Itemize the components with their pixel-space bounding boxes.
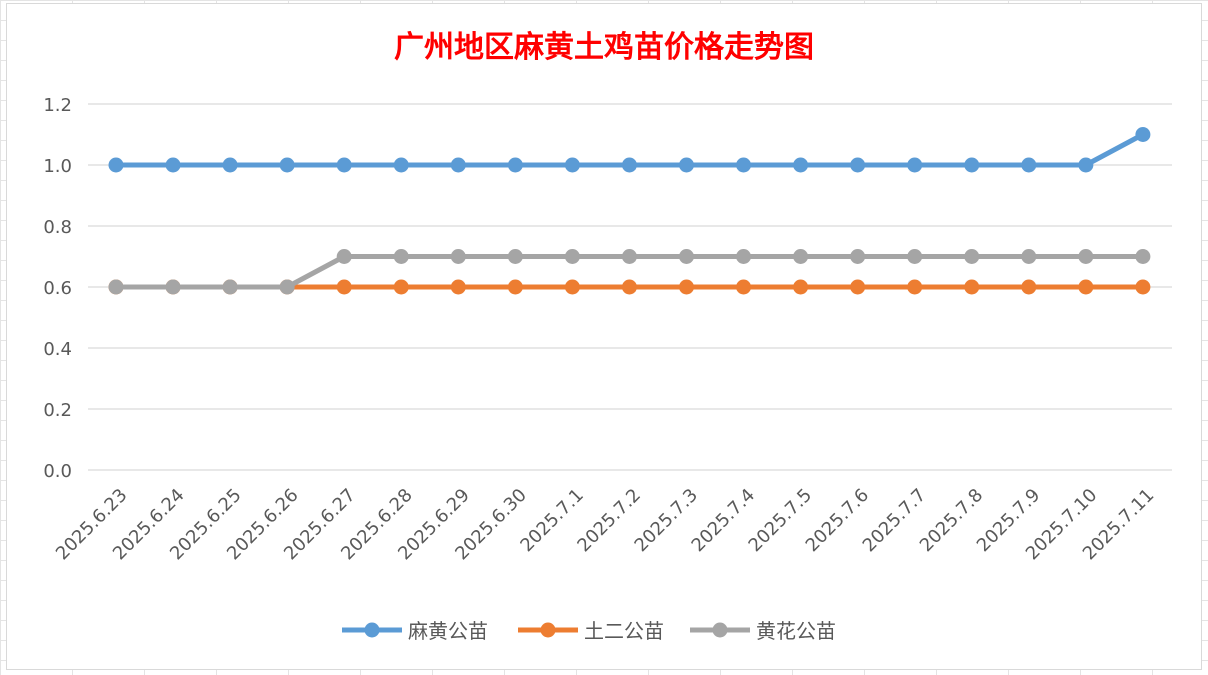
data-point[interactable] <box>222 157 238 173</box>
data-point[interactable] <box>1021 157 1037 173</box>
y-tick-label: 0.6 <box>43 278 72 299</box>
legend-item[interactable]: 麻黄公苗 <box>342 619 488 643</box>
data-point[interactable] <box>222 279 238 295</box>
data-point[interactable] <box>450 279 466 295</box>
data-point[interactable] <box>736 157 752 173</box>
x-axis-ticks: 2025.6.232025.6.242025.6.252025.6.262025… <box>52 485 1159 565</box>
data-point[interactable] <box>450 157 466 173</box>
data-point[interactable] <box>1135 279 1151 295</box>
legend-label: 黄花公苗 <box>756 619 836 643</box>
y-tick-label: 0.8 <box>43 217 72 238</box>
data-point[interactable] <box>621 157 637 173</box>
data-point[interactable] <box>1078 279 1094 295</box>
data-point[interactable] <box>621 279 637 295</box>
legend-label: 土二公苗 <box>584 619 664 643</box>
legend-label: 麻黄公苗 <box>408 619 488 643</box>
data-point[interactable] <box>336 249 352 264</box>
data-point[interactable] <box>165 279 181 295</box>
data-point[interactable] <box>108 157 124 173</box>
data-point[interactable] <box>907 157 923 173</box>
data-point[interactable] <box>279 157 295 173</box>
data-point[interactable] <box>393 249 409 264</box>
series-3 <box>108 249 1151 295</box>
data-point[interactable] <box>108 279 124 295</box>
data-point[interactable] <box>279 279 295 295</box>
y-tick-label: 1.0 <box>43 156 72 177</box>
data-point[interactable] <box>621 249 637 264</box>
data-point[interactable] <box>964 157 980 173</box>
y-axis-ticks: 0.0 0.2 0.4 0.6 0.8 1.0 1.2 <box>43 95 72 482</box>
data-point[interactable] <box>793 249 809 264</box>
data-point[interactable] <box>679 279 694 295</box>
legend-swatch-marker <box>364 622 380 638</box>
legend-item[interactable]: 黄花公苗 <box>690 619 836 643</box>
data-point[interactable] <box>1078 157 1094 173</box>
data-point[interactable] <box>564 249 580 264</box>
data-point[interactable] <box>1078 249 1094 264</box>
data-point[interactable] <box>964 249 980 264</box>
y-tick-label: 0.2 <box>43 400 72 421</box>
legend: 麻黄公苗 土二公苗 黄花公苗 <box>342 619 836 643</box>
legend-item[interactable]: 土二公苗 <box>518 619 664 643</box>
chart-frame[interactable] <box>6 3 1202 670</box>
data-point[interactable] <box>564 279 580 295</box>
series-layer <box>108 127 1151 295</box>
data-point[interactable] <box>507 249 523 264</box>
data-point[interactable] <box>393 157 409 173</box>
data-point[interactable] <box>564 157 580 173</box>
data-point[interactable] <box>736 249 752 264</box>
data-point[interactable] <box>336 279 352 295</box>
y-tick-label: 0.0 <box>43 461 72 482</box>
data-point[interactable] <box>736 279 752 295</box>
data-point[interactable] <box>1135 127 1151 142</box>
data-point[interactable] <box>850 279 866 295</box>
data-point[interactable] <box>850 157 866 173</box>
data-point[interactable] <box>679 249 694 264</box>
y-tick-label: 1.2 <box>43 95 72 116</box>
data-point[interactable] <box>507 157 523 173</box>
data-point[interactable] <box>1021 249 1037 264</box>
y-tick-label: 0.4 <box>43 339 72 360</box>
data-point[interactable] <box>907 249 923 264</box>
series-1 <box>108 127 1151 173</box>
data-point[interactable] <box>793 279 809 295</box>
data-point[interactable] <box>1135 249 1151 264</box>
data-point[interactable] <box>679 157 694 173</box>
data-point[interactable] <box>964 279 980 295</box>
legend-swatch-marker <box>712 622 728 638</box>
chart-title: 广州地区麻黄土鸡苗价格走势图 <box>394 30 814 65</box>
data-point[interactable] <box>393 279 409 295</box>
data-point[interactable] <box>450 249 466 264</box>
data-point[interactable] <box>165 157 181 173</box>
data-point[interactable] <box>507 279 523 295</box>
data-point[interactable] <box>850 249 866 264</box>
data-point[interactable] <box>336 157 352 173</box>
data-point[interactable] <box>1021 279 1037 295</box>
data-point[interactable] <box>907 279 923 295</box>
legend-swatch-marker <box>540 622 556 638</box>
data-point[interactable] <box>793 157 809 173</box>
